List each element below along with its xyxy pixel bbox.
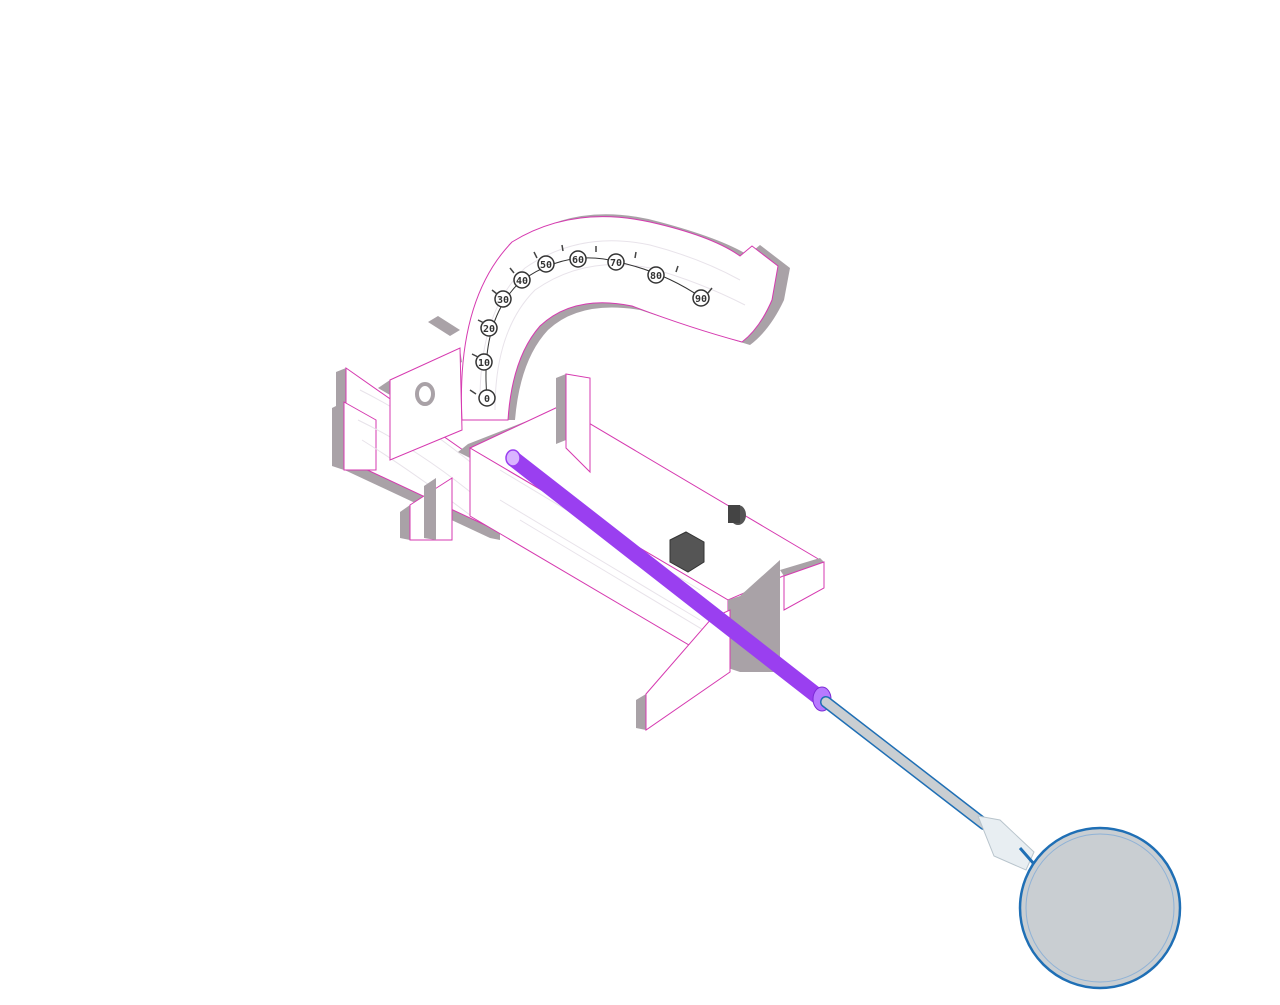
tube-connector bbox=[977, 815, 1036, 871]
tick-label-50: 50 bbox=[540, 260, 552, 271]
rear-hole bbox=[415, 382, 435, 406]
tick-40: 40 bbox=[513, 271, 531, 289]
rod-end bbox=[505, 449, 521, 467]
scale-ticks: 0 10 20 30 40 50 bbox=[469, 244, 713, 407]
tick-70: 70 bbox=[607, 253, 625, 271]
bolt-end bbox=[728, 505, 746, 525]
tick-label-0: 0 bbox=[484, 394, 490, 405]
rear-crossbar bbox=[332, 367, 501, 540]
tick-10: 10 bbox=[475, 353, 493, 371]
rear-upright bbox=[378, 316, 463, 461]
tick-50: 50 bbox=[537, 255, 555, 273]
front-foot-right bbox=[636, 558, 825, 731]
hex-nut bbox=[669, 531, 705, 573]
tick-80: 80 bbox=[647, 266, 665, 284]
tick-label-60: 60 bbox=[572, 255, 584, 266]
tick-label-80: 80 bbox=[650, 271, 662, 282]
tick-0: 0 bbox=[478, 389, 496, 407]
tick-30: 30 bbox=[494, 290, 512, 308]
tick-label-20: 20 bbox=[483, 324, 495, 335]
tick-60: 60 bbox=[569, 250, 587, 268]
weight-disc bbox=[1018, 826, 1182, 990]
tick-label-70: 70 bbox=[610, 258, 622, 269]
flexible-tube bbox=[820, 696, 1036, 871]
tick-label-40: 40 bbox=[516, 276, 528, 287]
quadrant-scale: 0 10 20 30 40 50 bbox=[460, 214, 790, 421]
tick-90: 90 bbox=[692, 289, 710, 307]
tick-20: 20 bbox=[480, 319, 498, 337]
front-foot-left bbox=[400, 477, 453, 541]
tick-label-10: 10 bbox=[478, 358, 490, 369]
tick-label-30: 30 bbox=[497, 295, 509, 306]
tick-label-90: 90 bbox=[695, 294, 707, 305]
